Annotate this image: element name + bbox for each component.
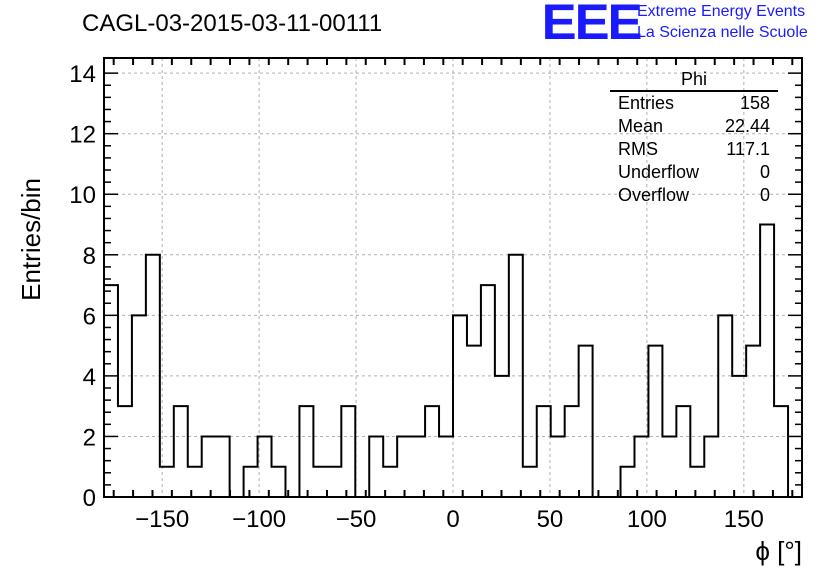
stats-value: 0	[759, 162, 770, 182]
x-tick-label: −100	[232, 506, 286, 533]
histogram-bin-25	[453, 315, 467, 497]
stats-label: Entries	[618, 93, 675, 113]
stats-row-overflow: Overflow 0	[610, 184, 778, 207]
histogram-bin-10	[244, 467, 258, 497]
stats-row-entries: Entries 158	[610, 92, 778, 115]
histogram-bin-3	[146, 255, 160, 497]
histogram-bin-31	[537, 406, 551, 497]
y-tick-label: 4	[83, 364, 96, 391]
histogram-bin-15	[313, 467, 327, 497]
histogram-bin-6	[188, 467, 202, 497]
histogram-bin-11	[258, 436, 272, 497]
histogram-bin-16	[327, 467, 341, 497]
x-tick-label: 0	[446, 506, 459, 533]
stats-value: 22.44	[724, 116, 770, 136]
stats-value: 158	[739, 93, 770, 113]
stats-label: Overflow	[618, 185, 690, 205]
histogram-bin-29	[509, 255, 523, 497]
histogram-bin-21	[397, 436, 411, 497]
stats-value: 117.1	[726, 139, 770, 159]
stats-row-underflow: Underflow 0	[610, 161, 778, 184]
y-tick-label: 12	[69, 122, 96, 149]
banner-line-1: Extreme Energy Events	[637, 3, 806, 20]
histogram-outline	[103, 223, 802, 498]
histogram-bin-27	[481, 285, 495, 497]
stats-box-name: Phi	[610, 68, 778, 92]
plot-frame	[103, 57, 803, 498]
y-tick-label: 8	[83, 243, 96, 270]
histogram-bin-43	[704, 436, 718, 497]
histogram-bin-34	[579, 346, 593, 497]
y-axis-ticks: 0 2 4 6 8 10 12 14	[69, 61, 802, 512]
stats-value: 0	[759, 185, 770, 205]
x-tick-label: −150	[135, 506, 189, 533]
histogram-bin-14	[299, 406, 313, 497]
x-tick-label: 150	[724, 506, 764, 533]
histogram-bin-39	[648, 346, 662, 497]
histogram-bin-1	[118, 406, 132, 497]
stats-label: RMS	[618, 139, 658, 159]
histogram-bin-26	[467, 346, 481, 497]
histogram-bin-23	[425, 406, 439, 497]
histogram-bin-19	[369, 436, 383, 497]
stats-row-rms: RMS 117.1	[610, 138, 778, 161]
histogram-bin-48	[774, 406, 788, 497]
histogram-bins	[104, 225, 788, 497]
stats-label: Underflow	[618, 162, 700, 182]
histogram-bin-22	[411, 436, 425, 497]
histogram-bin-44	[718, 315, 732, 497]
y-tick-label: 10	[69, 182, 96, 209]
histogram-bin-32	[551, 436, 565, 497]
x-axis-ticks: −150 −100 −50 0 50 100 150	[112, 58, 794, 533]
y-axis-label: Entries/bin	[16, 178, 46, 301]
histogram-bin-8	[216, 436, 230, 497]
histogram-bin-17	[341, 406, 355, 497]
histogram-bin-5	[174, 406, 188, 497]
stats-row-mean: Mean 22.44	[610, 115, 778, 138]
histogram-bin-46	[746, 346, 760, 497]
histogram-bin-12	[272, 467, 286, 497]
stats-box: Phi Entries 158 Mean 22.44 RMS 117.1 Und…	[610, 68, 778, 207]
histogram-bin-37	[621, 467, 635, 497]
x-axis-label: ϕ [°]	[755, 536, 802, 566]
histogram-bin-2	[132, 315, 146, 497]
histogram-bin-28	[495, 376, 509, 497]
x-tick-label: 50	[537, 506, 564, 533]
y-tick-label: 0	[83, 485, 96, 512]
histogram-bin-24	[439, 436, 453, 497]
histogram-bin-7	[202, 436, 216, 497]
x-tick-label: 100	[627, 506, 667, 533]
y-tick-label: 14	[69, 61, 96, 88]
histogram-bin-30	[523, 467, 537, 497]
histogram-bin-0	[104, 285, 118, 497]
y-tick-label: 6	[83, 303, 96, 330]
y-tick-label: 2	[83, 424, 96, 451]
eee-logo: EEE	[541, 0, 643, 50]
histogram-bin-41	[676, 406, 690, 497]
x-tick-label: −50	[336, 506, 377, 533]
chart-title: CAGL-03-2015-03-11-00111	[82, 10, 383, 37]
histogram-bin-38	[634, 436, 648, 497]
histogram-bin-33	[565, 406, 579, 497]
stats-label: Mean	[618, 116, 664, 136]
banner-line-2: La Scienza nelle Scuole	[637, 24, 808, 41]
histogram-bin-45	[732, 376, 746, 497]
histogram-bin-47	[760, 225, 774, 497]
histogram-bin-42	[690, 467, 704, 497]
histogram-bin-40	[662, 436, 676, 497]
